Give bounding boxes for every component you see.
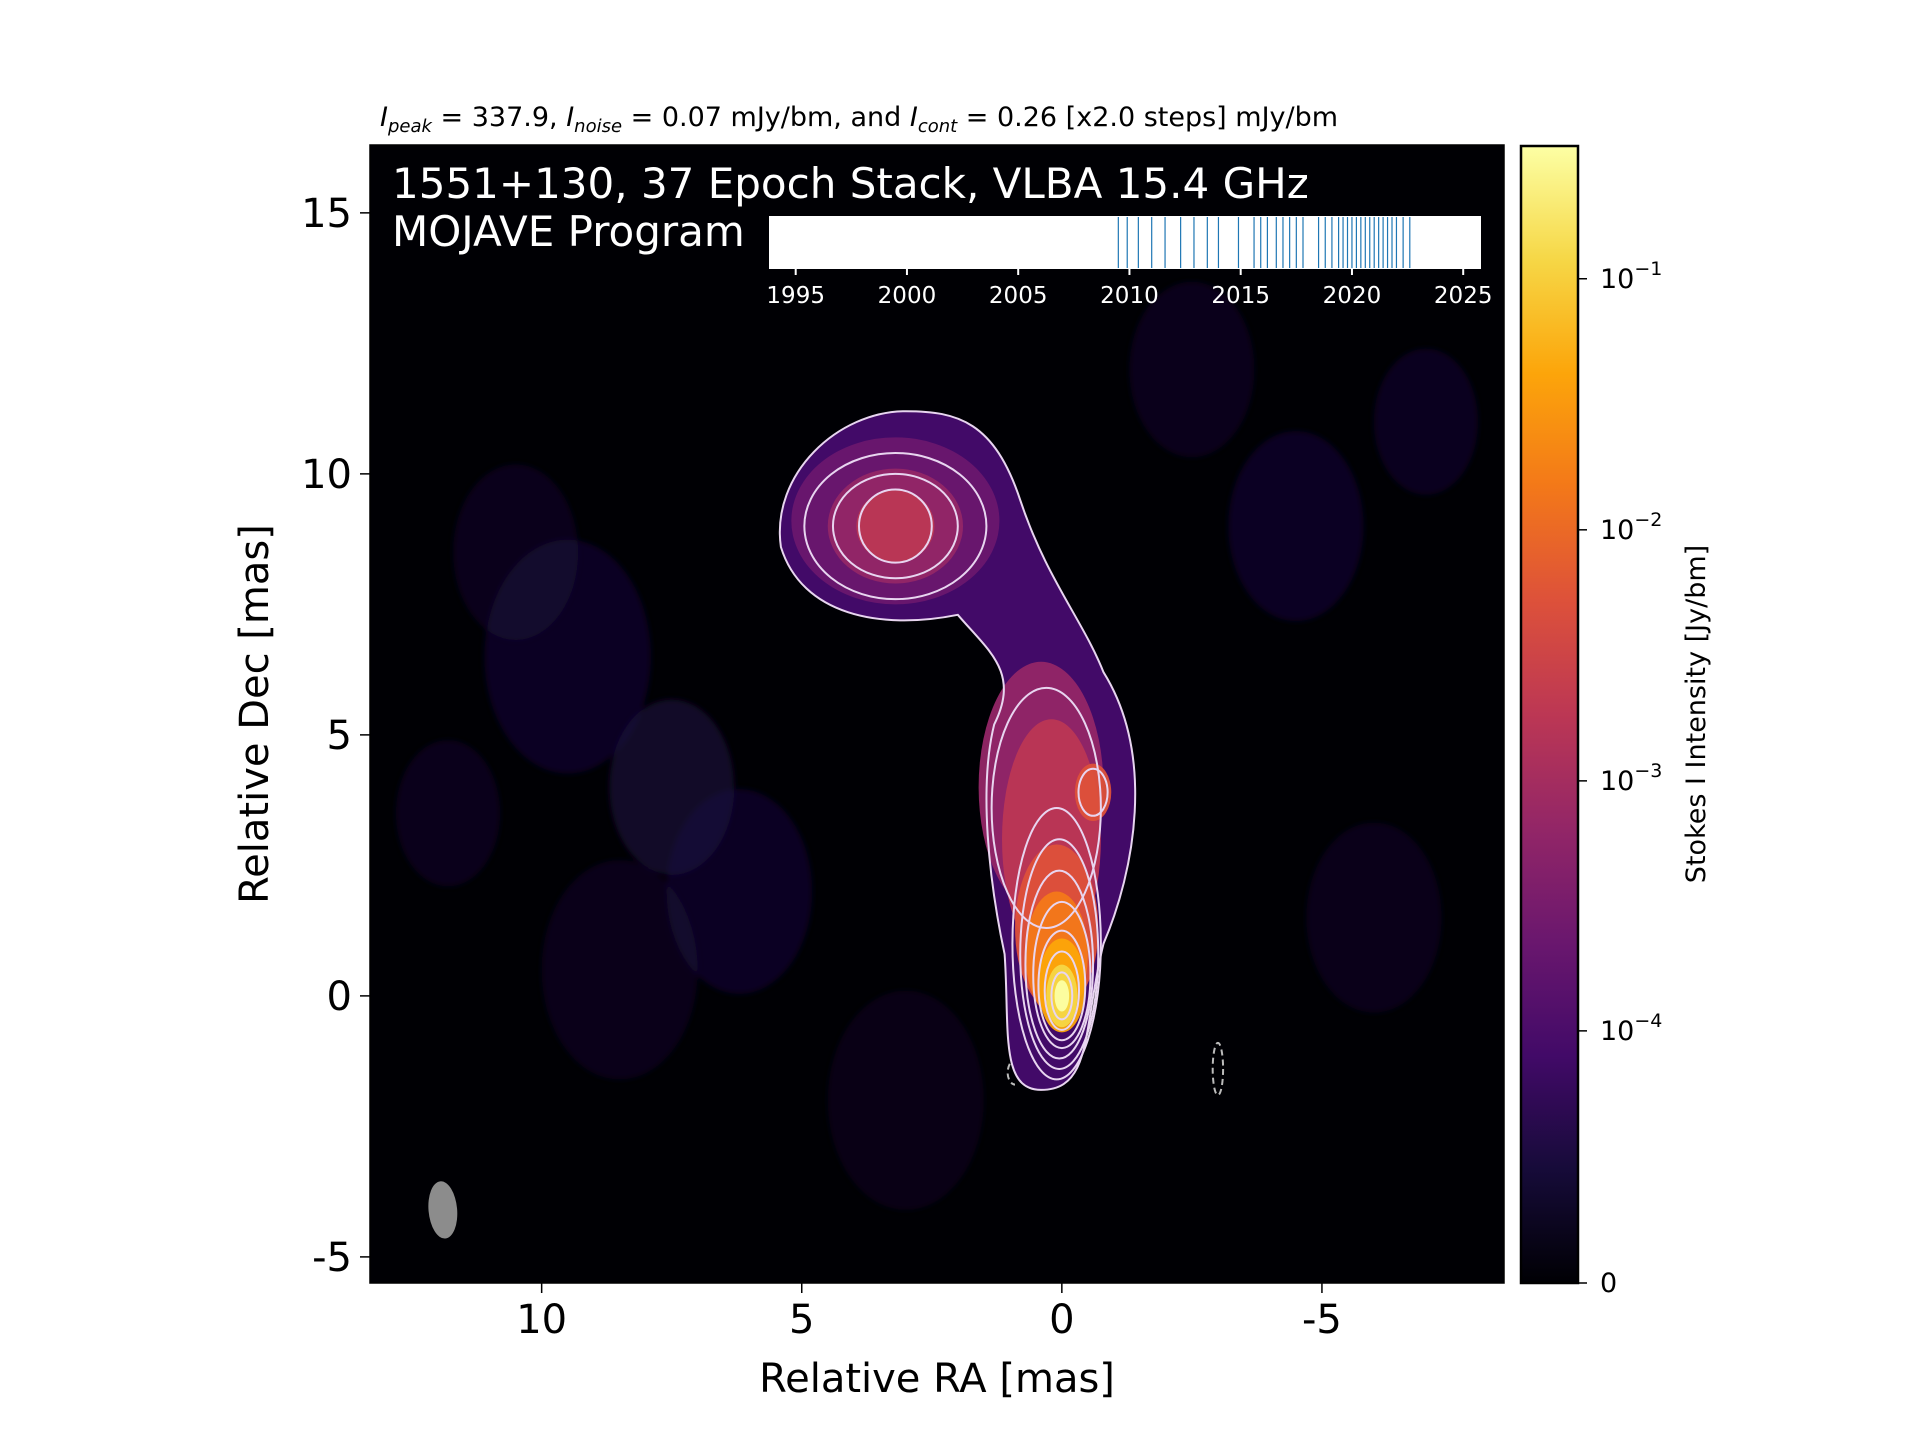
y-tick-label: 5 <box>327 713 352 759</box>
x-tick-label: -5 <box>1302 1297 1342 1343</box>
y-tick-label: 15 <box>301 191 352 237</box>
colorbar-tick-label: 10−4 <box>1600 1010 1662 1047</box>
contour-line <box>1011 806 1102 1081</box>
x-axis: 10 5 0 -5 <box>516 1283 1342 1343</box>
contour-line <box>1037 929 1087 1042</box>
epoch-timeline: 1995 2000 2005 2010 2015 2020 2025 <box>766 216 1492 309</box>
noise-patch <box>453 464 579 640</box>
contour-line <box>778 410 1137 1091</box>
contour-line <box>990 686 1102 930</box>
timeline-tick-label: 2020 <box>1323 283 1382 309</box>
y-tick-label: -5 <box>312 1235 352 1281</box>
timeline-tick-label: 2000 <box>878 283 937 309</box>
timeline-ticks: 1995 2000 2005 2010 2015 2020 2025 <box>766 269 1492 309</box>
timeline-tick-label: 2025 <box>1434 283 1493 309</box>
contour-line <box>831 472 959 580</box>
contour-line <box>1050 971 1074 1021</box>
chart-subtitle: MOJAVE Program <box>392 207 745 256</box>
plot-area <box>369 144 1505 1284</box>
timeline-tick-label: 2005 <box>989 283 1048 309</box>
contour-line <box>1077 767 1109 817</box>
colorbar-tick-label: 10−1 <box>1600 258 1662 295</box>
emission-level <box>1074 763 1112 822</box>
y-tick-label: 10 <box>301 452 352 498</box>
x-tick-label: 10 <box>516 1297 567 1343</box>
colorbar-ticks: 0 10−4 10−3 10−2 10−1 <box>1578 258 1662 1299</box>
colorbar-tick-label: 10−2 <box>1600 509 1662 546</box>
y-tick-label: 0 <box>327 974 352 1020</box>
colorbar-label: Stokes I Intensity [Jy/bm] <box>1681 545 1712 883</box>
negative-contour <box>1211 1041 1225 1097</box>
negative-contour <box>1006 1063 1016 1086</box>
colorbar-gradient <box>1521 146 1578 1283</box>
beam-ellipse <box>428 1181 458 1239</box>
noise-patch <box>1228 431 1364 622</box>
timeline-box <box>769 216 1481 269</box>
contour-line <box>1019 838 1100 1070</box>
noise-patch <box>396 740 501 887</box>
noise-patch <box>541 860 698 1080</box>
y-axis: 15 10 5 0 -5 <box>301 191 370 1281</box>
colorbar-tick-label: 0 <box>1600 1268 1617 1299</box>
emission-level <box>1054 980 1070 1012</box>
contour-line <box>1032 900 1092 1050</box>
timeline-tick-label: 2015 <box>1211 283 1270 309</box>
noise-patch <box>666 789 813 994</box>
y-axis-label: Relative Dec [mas] <box>232 524 278 904</box>
contour-line <box>803 451 988 601</box>
noise-patch <box>827 990 984 1210</box>
plot-frame <box>369 144 1505 1284</box>
contour-layer <box>778 410 1225 1097</box>
contour-line <box>857 488 933 564</box>
x-axis-label: Relative RA [mas] <box>759 1356 1115 1402</box>
epoch-marks <box>1117 217 1411 268</box>
x-tick-label: 0 <box>1049 1297 1074 1343</box>
colorbar-frame <box>1519 144 1580 1285</box>
noise-patch <box>1129 281 1255 458</box>
timeline-tick-label: 2010 <box>1100 283 1159 309</box>
noise-patch <box>1306 822 1442 1013</box>
emission-level <box>856 489 935 563</box>
colorbar: 0 10−4 10−3 10−2 10−1 Stokes I Intensity [Jy… <box>1519 144 1712 1299</box>
timeline-tick-label: 1995 <box>766 283 825 309</box>
contour-line <box>1024 869 1095 1060</box>
x-tick-label: 5 <box>789 1297 814 1343</box>
contour-line <box>1043 950 1081 1031</box>
chart-title: 1551+130, 37 Epoch Stack, VLBA 15.4 GHz <box>392 159 1309 208</box>
noise-patch <box>1373 348 1478 495</box>
colorbar-tick-label: 10−3 <box>1600 760 1662 797</box>
header-text: Ipeak = 337.9, Inoise = 0.07 mJy/bm, and… <box>380 102 1338 137</box>
noise-layer <box>396 281 1478 1210</box>
